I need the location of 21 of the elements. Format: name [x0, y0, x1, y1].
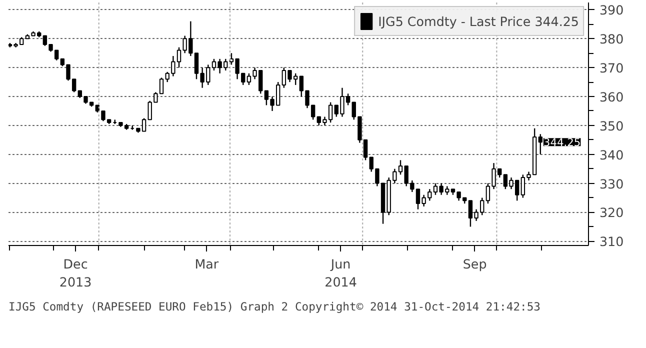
x-tick-label: Sep [462, 256, 487, 272]
x-tick-label: Jun 2014 [324, 256, 357, 290]
text: IJG5 Comdty (RAPESEED EURO Feb15) Graph 2 Copyright© 2014 31-Oct-2014 21:42:53 [8, 300, 540, 314]
candlestick [176, 46, 182, 68]
y-tick-label: 320 [600, 205, 624, 220]
candlestick [42, 35, 48, 46]
candlestick [194, 52, 199, 80]
y-tick-label: 330 [600, 176, 624, 192]
y-tick-label: 370 [600, 60, 624, 76]
candlestick [101, 110, 106, 122]
annotation: 344.25 [543, 136, 581, 150]
x-tick-label: Mar [194, 256, 220, 272]
x-tick-label: Dec 2013 [59, 256, 92, 290]
y-tick-label: 340 [600, 147, 624, 162]
y-tick-label: 360 [600, 90, 624, 105]
y-tick-label: 390 [600, 2, 624, 18]
y-tick-label: 380 [600, 32, 624, 47]
legend-label: IJG5 Comdty - Last Price 344.25 [378, 14, 579, 28]
y-tick-label: 350 [600, 118, 624, 134]
candlestick [264, 90, 269, 106]
y-tick-label: 310 [600, 234, 624, 250]
